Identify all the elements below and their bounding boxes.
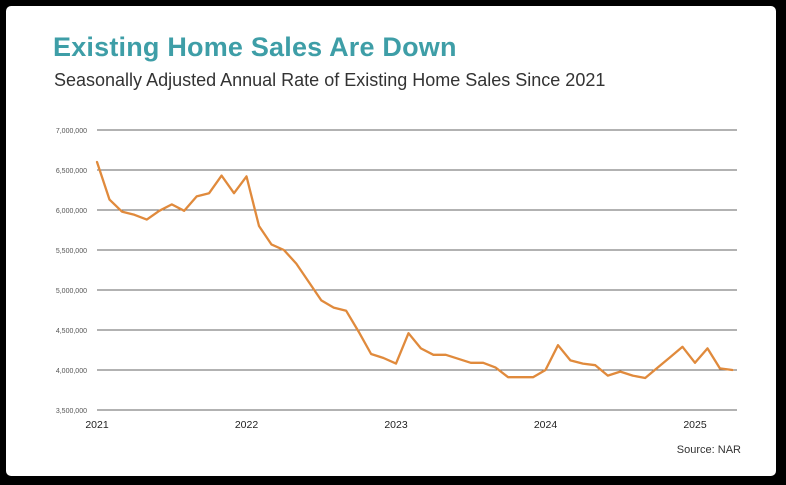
line-chart: 3,500,000 4,000,000 4,500,000 5,000,000 5,50…	[56, 128, 737, 431]
chart-subtitle: Seasonally Adjusted Annual Rate of Exist…	[54, 70, 606, 90]
chart-card: Existing Home Sales Are Down Seasonally …	[6, 6, 776, 476]
y-tick-label: 4,000,000	[56, 368, 87, 375]
y-tick-label: 5,500,000	[56, 248, 87, 255]
y-tick-label: 4,500,000	[56, 328, 87, 335]
source-note: Source: NAR	[676, 444, 741, 456]
y-tick-label: 5,000,000	[56, 288, 87, 295]
x-tick-label: 2022	[235, 419, 259, 431]
x-tick-label: 2021	[85, 419, 109, 431]
y-tick-label: 3,500,000	[56, 408, 87, 415]
x-tick-label: 2023	[384, 419, 408, 431]
series-line	[95, 160, 734, 380]
y-tick-label: 6,000,000	[56, 208, 87, 215]
y-tick-label: 6,500,000	[56, 168, 87, 175]
chart-title: Existing Home Sales Are Down	[53, 32, 457, 62]
x-tick-label: 2025	[683, 419, 707, 431]
x-tick-label: 2024	[534, 419, 558, 431]
y-tick-label: 7,000,000	[56, 128, 87, 135]
